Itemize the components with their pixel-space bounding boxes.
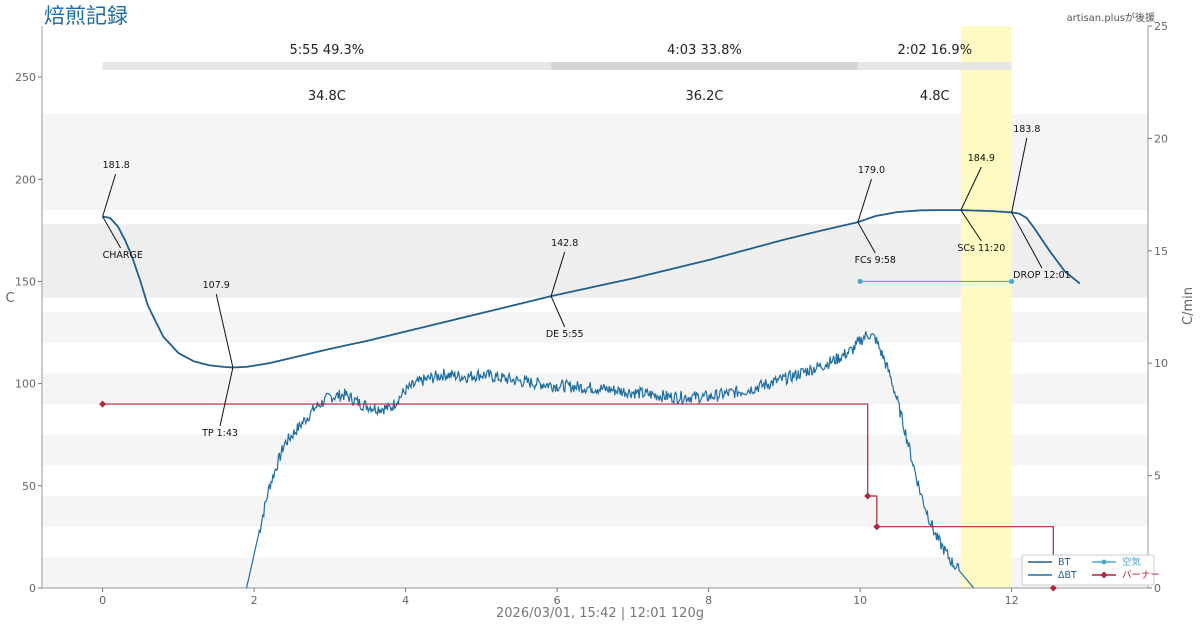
y2-tick-label: 20 <box>1154 132 1168 145</box>
y2-tick-label: 5 <box>1154 470 1161 483</box>
annotation-event: DROP 12:01 <box>1013 270 1071 281</box>
burner-point <box>99 400 107 408</box>
bt-line <box>102 209 1081 369</box>
burner-point <box>864 492 872 500</box>
chart-title: 焙煎記録 <box>44 4 128 28</box>
y-tick-label: 200 <box>15 173 36 186</box>
y2-axis-label: C/min <box>1181 287 1196 325</box>
annotation-temp: 107.9 <box>203 280 230 291</box>
annotation-event: DE 5:55 <box>546 329 584 340</box>
x-tick-label: 8 <box>705 594 712 607</box>
phase-bar <box>551 62 858 70</box>
annotation-event: SCs 11:20 <box>957 243 1005 254</box>
annotation-line <box>857 178 872 223</box>
annotation-line <box>102 173 117 217</box>
legend <box>1021 554 1155 586</box>
footer-info: 2026/03/01, 15:42 | 12:01 120g <box>496 606 704 621</box>
annotation-line <box>1011 137 1028 213</box>
phase-bar <box>102 62 552 70</box>
annotation-event: FCs 9:58 <box>855 255 896 266</box>
phase-label: 2:02 16.9% <box>897 43 972 58</box>
burner-point <box>873 523 881 531</box>
phase-delta: 4.8C <box>920 89 950 104</box>
annotation-line <box>550 251 566 297</box>
air-point <box>857 278 863 285</box>
x-tick-label: 10 <box>853 594 867 607</box>
delta-bt-line <box>245 331 975 589</box>
y-tick-label: 250 <box>15 71 36 84</box>
y2-tick-label: 15 <box>1154 245 1168 258</box>
x-tick-label: 0 <box>99 594 106 607</box>
legend-label: BT <box>1058 557 1071 568</box>
annotation-line <box>215 293 234 368</box>
burner-point <box>1049 584 1057 592</box>
phase-delta: 34.8C <box>308 89 346 104</box>
phase-label: 4:03 33.8% <box>667 43 742 58</box>
legend-label: ΔBT <box>1058 570 1077 581</box>
y2-tick-label: 25 <box>1154 20 1168 33</box>
air-point <box>1009 278 1015 285</box>
y2-tick-label: 0 <box>1154 582 1161 595</box>
annotation-line <box>960 209 982 242</box>
annotation-event: TP 1:43 <box>201 428 238 439</box>
annotation-temp: 179.0 <box>858 165 885 176</box>
x-tick-label: 12 <box>1005 594 1019 607</box>
x-tick-label: 4 <box>402 594 409 607</box>
annotation-line <box>102 216 122 249</box>
phase-bar <box>857 62 1012 70</box>
annotation-line <box>857 221 876 254</box>
y-tick-label: 0 <box>29 582 36 595</box>
annotation-line <box>219 367 234 427</box>
annotation-temp: 142.8 <box>551 238 578 249</box>
annotation-line <box>1011 212 1043 269</box>
annotation-line <box>550 295 566 328</box>
y-tick-label: 50 <box>22 480 36 493</box>
legend-label: バーナー <box>1122 570 1160 581</box>
annotation-temp: 184.9 <box>968 153 995 164</box>
credit-text: artisan.plusが後援 <box>1066 13 1155 24</box>
highlight-band <box>960 26 1012 588</box>
y-axis-label: C <box>5 291 14 306</box>
x-tick-label: 6 <box>554 594 561 607</box>
annotation-temp: 183.8 <box>1013 124 1040 135</box>
phase-delta: 36.2C <box>685 89 723 104</box>
legend-marker <box>1101 559 1107 565</box>
y2-tick-label: 10 <box>1154 357 1168 370</box>
annotation-line <box>960 166 982 211</box>
legend-label: 空気 <box>1122 556 1142 568</box>
x-tick-label: 2 <box>251 594 258 607</box>
burner-line <box>102 403 1054 588</box>
y-tick-label: 100 <box>15 378 36 391</box>
annotation-event: CHARGE <box>103 250 143 261</box>
annotation-temp: 181.8 <box>103 160 130 171</box>
phase-label: 5:55 49.3% <box>290 43 365 58</box>
y-tick-label: 150 <box>15 275 36 288</box>
legend-marker <box>1100 571 1108 579</box>
